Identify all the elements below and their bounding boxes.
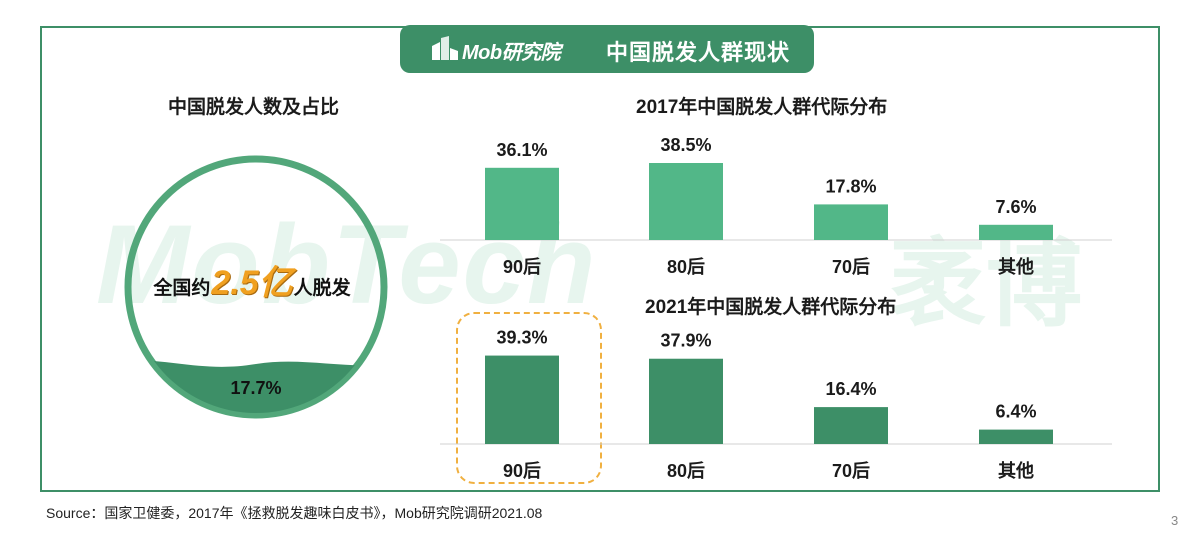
source-note: Source：国家卫健委，2017年《拯救脱发趣味白皮书》，Mob研究院调研20…	[46, 505, 543, 521]
chart-2017-title: 2017年中国脱发人群代际分布	[636, 97, 888, 118]
category-label-3: 70后	[832, 257, 870, 277]
category-label-2: 80后	[667, 461, 705, 481]
building-icon	[432, 36, 458, 60]
watermark-text-cn: 袤博	[890, 231, 1082, 338]
data-label-4: 7.6%	[995, 197, 1036, 217]
data-label-1: 39.3%	[496, 328, 547, 348]
data-label-3: 17.8%	[825, 176, 876, 196]
data-label-1: 36.1%	[496, 140, 547, 160]
share-circle	[124, 155, 388, 419]
chart-2021: 39.3% 90后 37.9% 80后 16.4% 70后 6.4% 其他	[440, 328, 1112, 481]
header-bar: Mob研究院 中国脱发人群现状	[400, 25, 814, 73]
bar-1	[485, 167, 559, 240]
data-label-2: 37.9%	[660, 331, 711, 351]
bar-3	[814, 407, 888, 444]
bar-2	[649, 163, 723, 240]
share-water-fill	[130, 360, 382, 413]
category-label-3: 70后	[832, 461, 870, 481]
data-label-2: 38.5%	[660, 135, 711, 155]
category-label-2: 80后	[667, 257, 705, 277]
stat-prefix: 全国约	[153, 278, 211, 299]
bar-4	[979, 224, 1053, 240]
stat-number: 2.5亿	[211, 264, 293, 302]
data-label-3: 16.4%	[825, 379, 876, 399]
category-label-1: 90后	[503, 461, 541, 481]
page-number: 3	[1171, 513, 1179, 528]
page-title: 中国脱发人群现状	[606, 40, 791, 65]
logo-text: Mob研究院	[462, 42, 561, 64]
data-label-4: 6.4%	[995, 402, 1036, 422]
total-stat: 全国约2.5亿人脱发	[100, 255, 404, 304]
chart-2021-title: 2021年中国脱发人群代际分布	[645, 297, 897, 318]
chart-2017: 36.1% 90后 38.5% 80后 17.8% 70后 7.6% 其他	[440, 135, 1112, 277]
category-label-1: 90后	[503, 257, 541, 277]
category-label-4: 其他	[998, 460, 1034, 481]
bar-3	[814, 204, 888, 240]
circle-outline	[124, 155, 388, 419]
share-percentage: 17.7%	[230, 378, 282, 398]
bar-4	[979, 429, 1053, 444]
category-label-4: 其他	[998, 256, 1034, 277]
bar-1	[485, 355, 559, 444]
bar-2	[649, 358, 723, 444]
left-panel-title: 中国脱发人数及占比	[168, 97, 340, 118]
highlight-box-90s	[456, 312, 602, 484]
stat-suffix: 人脱发	[293, 278, 351, 299]
